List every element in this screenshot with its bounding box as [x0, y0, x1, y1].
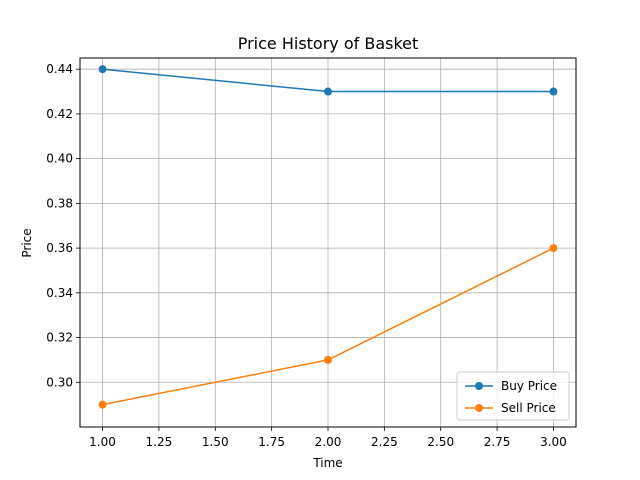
- x-tick-label: 1.50: [202, 435, 229, 449]
- x-axis-ticks: 1.00 1.25 1.50 1.75 2.00 2.25 2.50 2.75 3.00: [89, 427, 567, 449]
- x-tick-label: 2.75: [484, 435, 511, 449]
- series-1-point: [549, 244, 558, 253]
- legend-label-0: Buy Price: [501, 379, 557, 393]
- legend-marker-1: [475, 404, 483, 412]
- y-axis-label: Price: [20, 228, 34, 257]
- y-tick-label: 0.32: [46, 331, 73, 345]
- chart-title: Price History of Basket: [238, 34, 419, 53]
- legend-label-1: Sell Price: [501, 401, 556, 415]
- x-tick-label: 2.50: [427, 435, 454, 449]
- series-0-point: [324, 87, 332, 96]
- x-tick-label: 3.00: [540, 435, 567, 449]
- y-tick-label: 0.36: [46, 241, 73, 255]
- y-tick-label: 0.30: [46, 375, 73, 389]
- x-tick-label: 1.25: [146, 435, 173, 449]
- y-tick-label: 0.38: [46, 196, 73, 210]
- series-layer: [98, 65, 558, 409]
- grid-lines: [80, 58, 576, 427]
- series-0-point: [549, 87, 558, 96]
- y-tick-label: 0.42: [46, 107, 73, 121]
- x-axis-label: Time: [312, 456, 342, 470]
- x-tick-label: 1.00: [89, 435, 116, 449]
- y-tick-label: 0.40: [46, 152, 73, 166]
- y-axis-ticks: 0.30 0.32 0.34 0.36 0.38 0.40 0.42 0.44: [46, 62, 80, 389]
- x-tick-label: 2.25: [371, 435, 398, 449]
- y-tick-label: 0.34: [46, 286, 73, 300]
- series-1-point: [324, 355, 332, 364]
- series-1-point: [98, 400, 107, 409]
- x-tick-label: 2.00: [315, 435, 342, 449]
- y-tick-label: 0.44: [46, 62, 73, 76]
- legend: Buy Price Sell Price: [456, 371, 570, 421]
- legend-marker-0: [475, 382, 483, 390]
- series-0-point: [98, 65, 107, 74]
- x-tick-label: 1.75: [258, 435, 285, 449]
